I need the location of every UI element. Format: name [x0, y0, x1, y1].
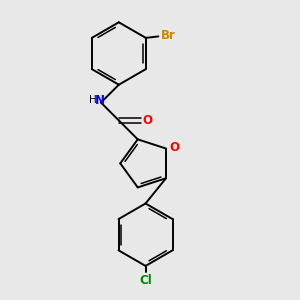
Text: Br: Br: [161, 29, 176, 42]
Text: O: O: [169, 140, 179, 154]
Text: Cl: Cl: [139, 274, 152, 287]
Text: N: N: [94, 94, 104, 107]
Text: H: H: [89, 95, 97, 105]
Text: O: O: [143, 114, 153, 127]
